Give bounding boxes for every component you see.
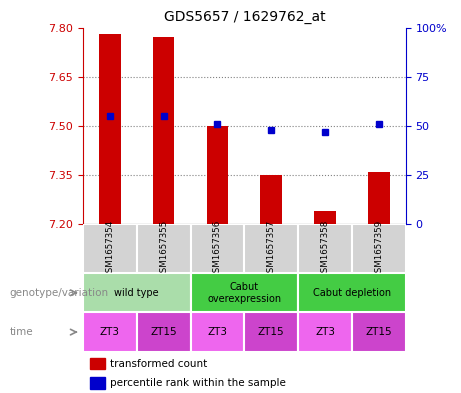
- Text: GSM1657357: GSM1657357: [267, 219, 276, 278]
- Bar: [83, 273, 190, 312]
- Bar: [89, 358, 105, 369]
- Text: ZT15: ZT15: [366, 327, 392, 337]
- Bar: [352, 312, 406, 352]
- Bar: [298, 312, 352, 352]
- Bar: [137, 312, 190, 352]
- Text: ZT3: ZT3: [315, 327, 335, 337]
- Bar: [190, 224, 244, 273]
- Text: ZT15: ZT15: [150, 327, 177, 337]
- Text: transformed count: transformed count: [110, 358, 207, 369]
- Text: GSM1657356: GSM1657356: [213, 219, 222, 278]
- Bar: [89, 377, 105, 389]
- Bar: [260, 175, 282, 224]
- Bar: [244, 224, 298, 273]
- Bar: [368, 172, 390, 224]
- Text: time: time: [9, 327, 33, 337]
- Text: percentile rank within the sample: percentile rank within the sample: [110, 378, 285, 388]
- Text: genotype/variation: genotype/variation: [9, 288, 108, 298]
- Bar: [298, 224, 352, 273]
- Text: ZT3: ZT3: [207, 327, 227, 337]
- Bar: [190, 312, 244, 352]
- Bar: [83, 224, 137, 273]
- Text: GSM1657358: GSM1657358: [320, 219, 330, 278]
- Text: ZT3: ZT3: [100, 327, 120, 337]
- Title: GDS5657 / 1629762_at: GDS5657 / 1629762_at: [164, 10, 325, 24]
- Bar: [83, 312, 137, 352]
- Bar: [137, 224, 190, 273]
- Text: GSM1657355: GSM1657355: [159, 219, 168, 278]
- Text: GSM1657354: GSM1657354: [106, 219, 114, 278]
- Text: Cabut depletion: Cabut depletion: [313, 288, 391, 298]
- Text: ZT15: ZT15: [258, 327, 284, 337]
- Bar: [99, 34, 121, 224]
- Text: wild type: wild type: [114, 288, 159, 298]
- Text: GSM1657359: GSM1657359: [374, 220, 383, 277]
- Text: Cabut
overexpression: Cabut overexpression: [207, 282, 281, 303]
- Bar: [298, 273, 406, 312]
- Bar: [207, 126, 228, 224]
- Bar: [244, 312, 298, 352]
- Bar: [153, 37, 174, 224]
- Bar: [314, 211, 336, 224]
- Bar: [190, 273, 298, 312]
- Bar: [352, 224, 406, 273]
